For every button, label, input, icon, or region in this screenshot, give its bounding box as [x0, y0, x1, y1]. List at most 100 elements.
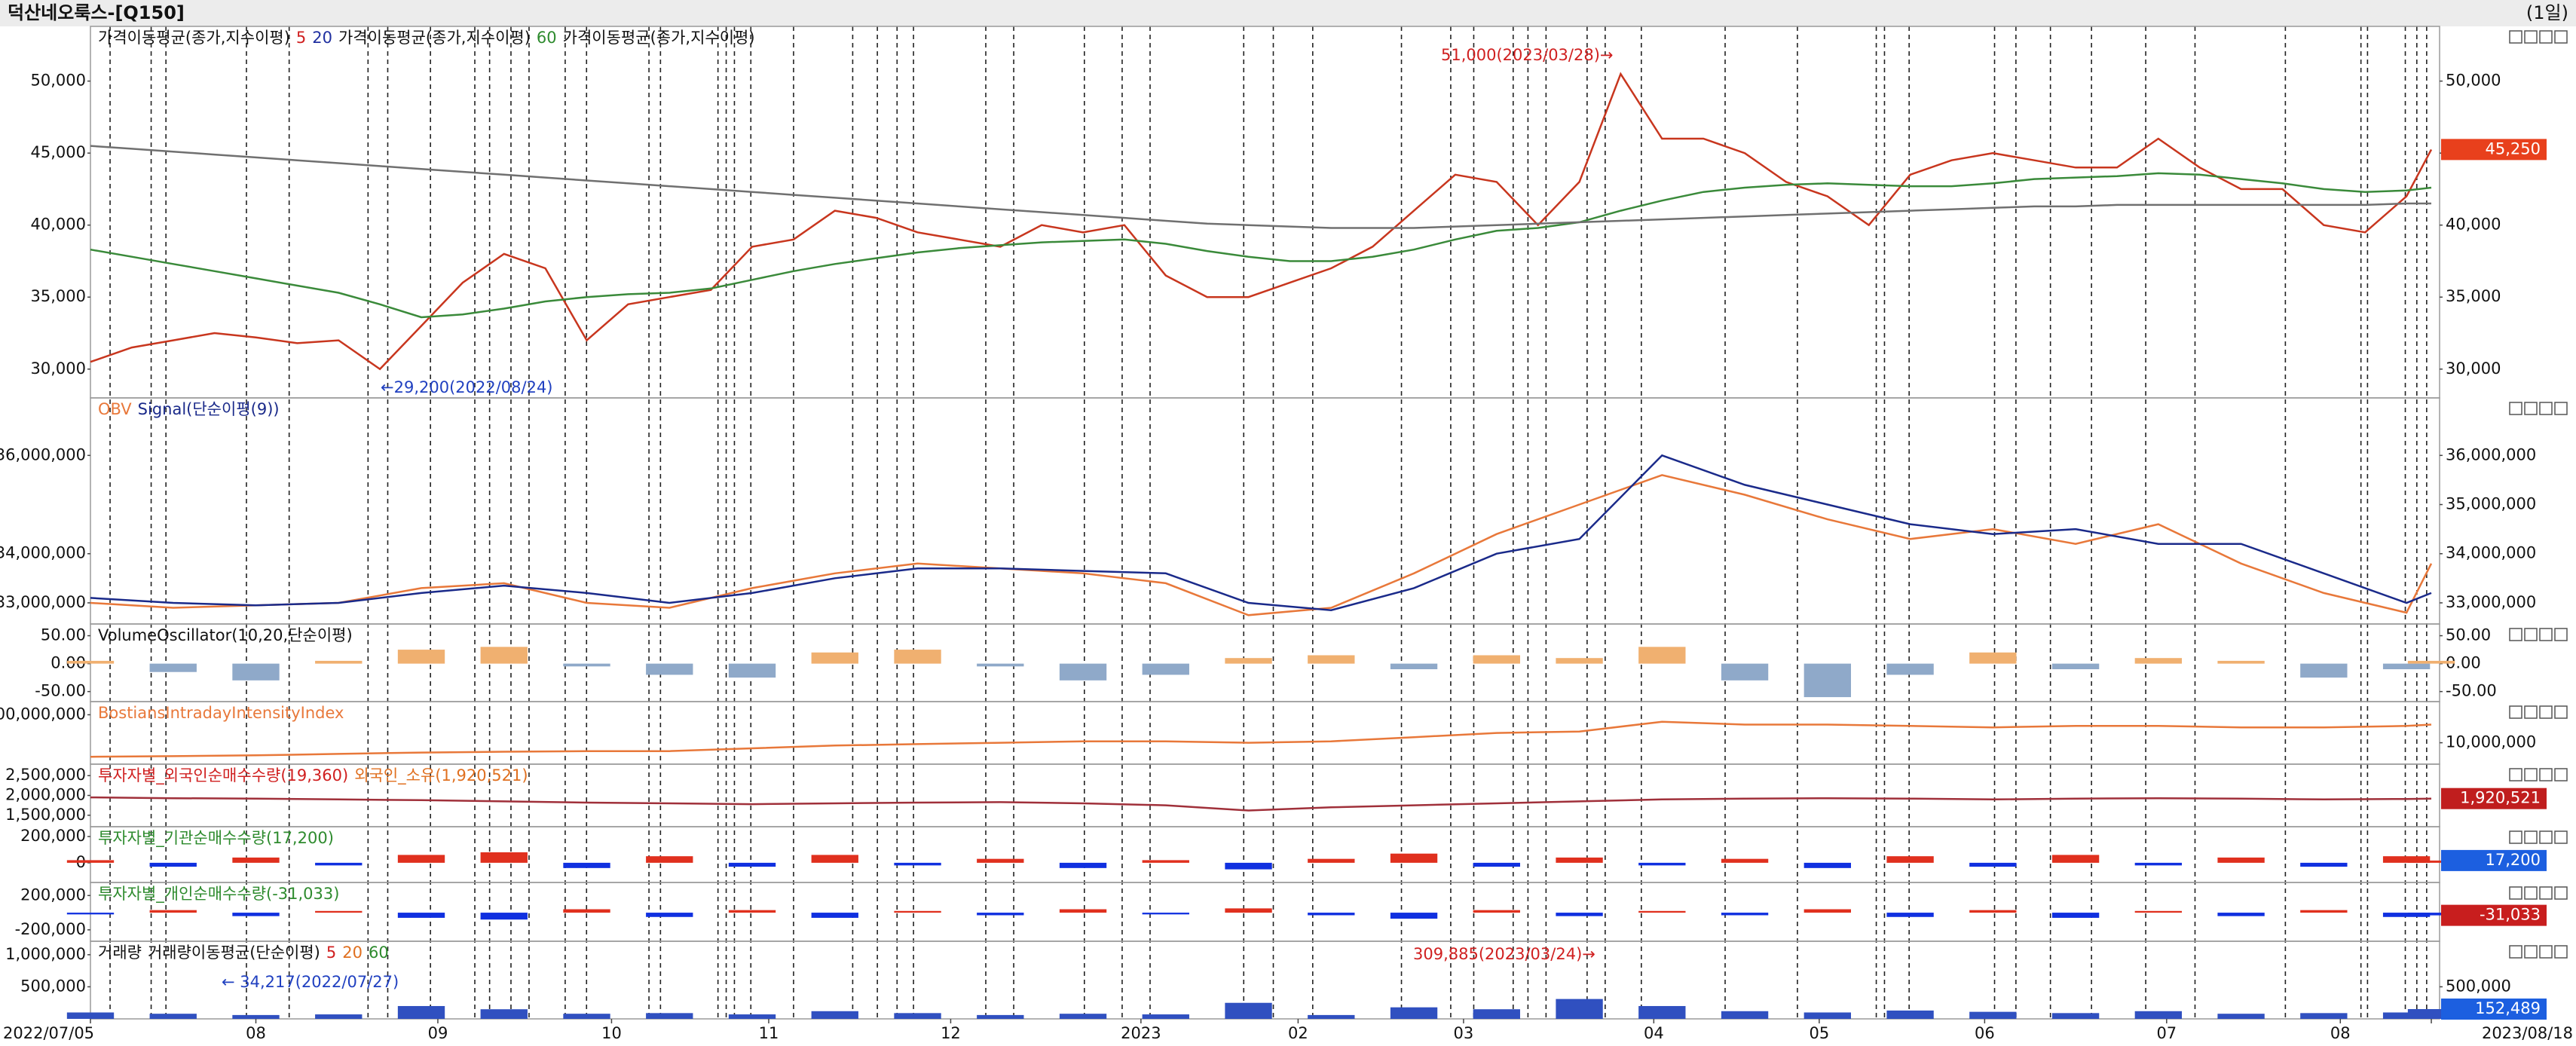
x-tick-label: 07: [2156, 1024, 2177, 1042]
panel-button: [2554, 768, 2568, 781]
legend-item: OBV: [98, 400, 132, 418]
current-value-box: [2441, 999, 2547, 1020]
bar: [1886, 856, 1934, 863]
bar: [2217, 660, 2265, 664]
bar: [66, 1012, 115, 1019]
bar: [315, 660, 363, 664]
bar: [563, 1014, 610, 1019]
panel-button: [2539, 886, 2553, 900]
bar: [480, 852, 528, 863]
bar: [811, 855, 858, 863]
bar: [1804, 909, 1851, 913]
panel-button: [2539, 30, 2553, 44]
bar: [728, 1014, 776, 1019]
series-line: [90, 145, 2431, 229]
bar: [1059, 1014, 1107, 1019]
series-line: [90, 454, 2432, 611]
panel-button: [2539, 768, 2553, 781]
bar: [1308, 913, 1355, 916]
x-tick-label: 05: [1809, 1024, 1829, 1042]
bar: [1390, 663, 1438, 670]
panel-frame: [90, 397, 2440, 625]
bar: [1390, 1007, 1438, 1019]
bar: [1142, 663, 1189, 675]
legend-item: 5: [296, 29, 306, 47]
bar: [1308, 858, 1355, 863]
bar: [1638, 862, 1686, 866]
panel-button: [2539, 402, 2553, 415]
x-tick-label: 2023/08/18: [2482, 1024, 2573, 1042]
legend: OBV Signal(단순이평(9)): [98, 400, 280, 418]
bar: [1225, 862, 1272, 870]
bar: [1059, 663, 1107, 681]
y-tick-label: 33,000,000: [0, 593, 86, 611]
y-tick-label: 1,000,000: [5, 945, 86, 963]
bar: [2300, 910, 2348, 913]
bar: [894, 910, 941, 913]
y-tick-label: 50.00: [41, 626, 86, 644]
x-tick-label: 08: [2330, 1024, 2351, 1042]
legend-item: VolumeOscillator(10,20,단순이평): [98, 626, 353, 644]
panel-button: [2554, 628, 2568, 641]
bar: [1638, 910, 1686, 913]
bar: [2407, 913, 2455, 916]
x-tick-label: 03: [1454, 1024, 1474, 1042]
bar: [811, 913, 858, 918]
bar: [2382, 663, 2431, 670]
y-tick-label: 45,000: [31, 143, 86, 161]
bar: [811, 1011, 858, 1019]
y-tick-label: -50.00: [2446, 682, 2497, 700]
y-tick-label: 200,000: [20, 827, 86, 845]
y-tick-label: -50.00: [35, 682, 86, 700]
bar: [232, 663, 280, 681]
series-line: [90, 172, 2432, 319]
panel-button: [2509, 945, 2522, 959]
x-tick-label: 2022/07/05: [3, 1024, 94, 1042]
y-tick-label: 1,500,000: [5, 806, 86, 824]
panel-button: [2539, 945, 2553, 959]
bar: [2217, 913, 2265, 916]
legend-item: 60: [369, 944, 389, 962]
legend-item: 20: [342, 944, 363, 962]
bar: [1969, 652, 2017, 664]
current-value-box: [2441, 849, 2547, 871]
bar: [1059, 862, 1107, 868]
bar: [2382, 913, 2431, 917]
bar: [1142, 913, 1189, 915]
bar: [728, 910, 776, 913]
legend-item: BostiansIntradayIntensityIndex: [98, 704, 344, 722]
bar: [149, 910, 197, 913]
bar: [811, 652, 858, 664]
panel-button: [2539, 628, 2553, 641]
bar: [2134, 1011, 2183, 1019]
current-value-box: [2441, 904, 2547, 926]
bar: [728, 862, 776, 867]
bar: [1473, 862, 1520, 867]
bar: [1969, 910, 2017, 913]
legend-item: 20: [312, 29, 332, 47]
panel-button: [2554, 402, 2568, 415]
panel-button: [2554, 945, 2568, 959]
bar: [149, 663, 197, 672]
x-tick-label: 11: [759, 1024, 779, 1042]
panel-button: [2554, 705, 2568, 719]
bar: [728, 663, 776, 678]
panel-button: [2524, 768, 2538, 781]
bar: [1721, 1011, 1769, 1019]
panel-frame: [90, 826, 2440, 883]
bar: [397, 913, 445, 918]
bar: [1390, 853, 1438, 863]
bar: [480, 647, 528, 664]
x-tick-label: 12: [941, 1024, 961, 1042]
panel-button: [2509, 886, 2522, 900]
bar: [894, 650, 941, 664]
panel-button: [2509, 628, 2522, 641]
panel-frame: [90, 26, 2440, 399]
bar: [232, 913, 280, 916]
legend-item: 거래량이동평균(단순이평): [148, 944, 320, 962]
x-tick-label: 10: [601, 1024, 622, 1042]
x-tick-label: 09: [428, 1024, 448, 1042]
current-value-label: 152,489: [2475, 999, 2541, 1017]
bar: [1556, 999, 1603, 1019]
